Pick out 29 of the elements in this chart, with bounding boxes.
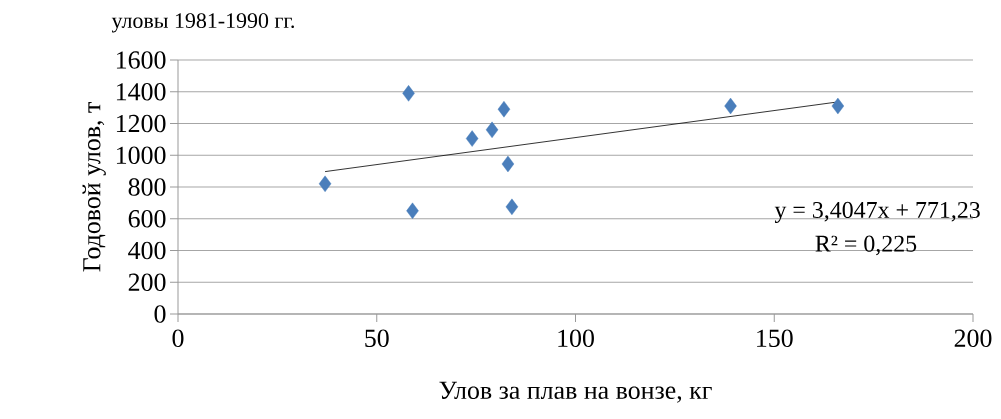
point (724, 97, 737, 115)
y-tick-label: 400 (128, 241, 166, 260)
x-tick-label: 200 (954, 329, 992, 347)
x-tick-label: 150 (757, 329, 793, 347)
y-tick-label: 1200 (116, 114, 166, 133)
point (402, 85, 415, 102)
x-tick-label: 100 (558, 329, 594, 347)
point (497, 101, 511, 118)
point (406, 202, 419, 220)
y-tick-label: 800 (128, 178, 166, 196)
y-tick-label: 600 (128, 210, 166, 228)
point (318, 175, 332, 193)
y-tick-label: 0 (154, 305, 166, 323)
y-tick-label: 1600 (116, 51, 166, 69)
point (465, 130, 479, 147)
y-tick-label: 200 (128, 273, 166, 291)
y-tick-label: 1400 (116, 83, 166, 101)
point (501, 155, 515, 173)
point (485, 121, 499, 139)
point (831, 97, 845, 115)
chart-title: уловы 1981-1990 гг. (111, 13, 294, 33)
annotation: y = 3,4047x + 771,23 (774, 201, 980, 223)
y-axis-title: Годовой улов, т (82, 102, 106, 272)
x-axis-title: Улов за плав на вонзе, кг (439, 381, 712, 403)
point (505, 198, 519, 216)
y-tick-label: 1000 (116, 146, 166, 164)
annotation: R² = 0,225 (815, 235, 917, 256)
x-tick-label: 0 (172, 329, 184, 347)
x-tick-label: 50 (365, 329, 389, 347)
